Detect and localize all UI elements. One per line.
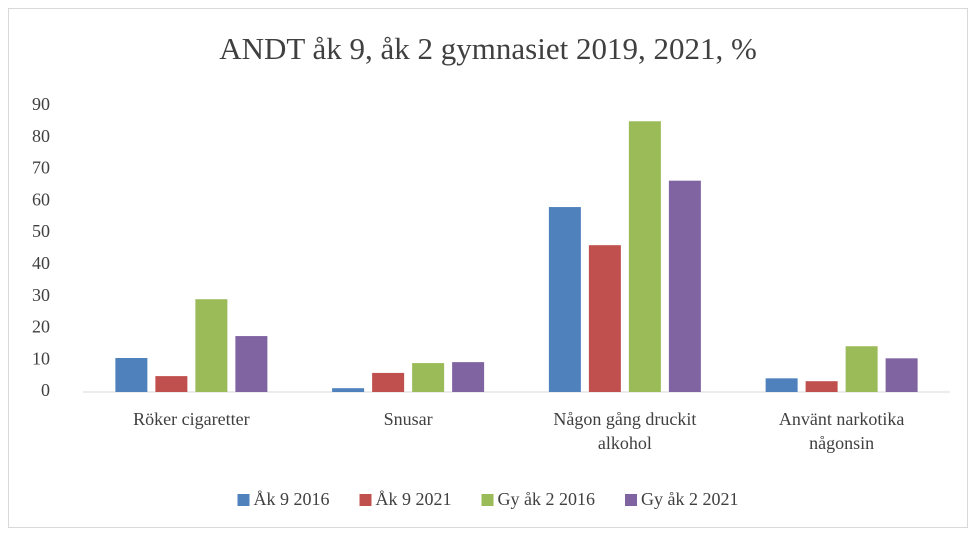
chart-frame bbox=[8, 8, 968, 528]
legend-swatch bbox=[625, 494, 637, 506]
bar bbox=[668, 180, 701, 392]
y-tick-label: 60 bbox=[32, 189, 50, 209]
legend-item: Åk 9 2021 bbox=[359, 489, 452, 509]
legend-label: Gy åk 2 2021 bbox=[641, 489, 739, 509]
bar bbox=[628, 121, 661, 393]
y-tick-label: 30 bbox=[32, 285, 50, 305]
y-tick-label: 10 bbox=[32, 348, 50, 368]
legend-label: Gy åk 2 2016 bbox=[498, 489, 596, 509]
bar bbox=[372, 372, 405, 392]
y-tick-label: 50 bbox=[32, 221, 50, 241]
bar bbox=[845, 346, 878, 392]
legend-label: Åk 9 2021 bbox=[376, 489, 452, 509]
x-tick-label: Snusar bbox=[384, 409, 433, 429]
bar bbox=[885, 358, 918, 392]
legend-item: Åk 9 2016 bbox=[237, 489, 330, 509]
bar bbox=[548, 207, 581, 392]
legend-item: Gy åk 2 2021 bbox=[625, 489, 739, 509]
legend-swatch bbox=[237, 494, 250, 506]
y-tick-label: 70 bbox=[32, 158, 50, 178]
bar bbox=[155, 376, 188, 392]
bar bbox=[805, 381, 838, 392]
bar bbox=[588, 245, 621, 392]
y-tick-label: 20 bbox=[32, 317, 50, 337]
bar bbox=[452, 362, 485, 392]
legend-label: Åk 9 2016 bbox=[254, 489, 330, 509]
x-tick-label: Någon gång druckit alkohol bbox=[553, 409, 696, 453]
y-tick-label: 80 bbox=[32, 126, 50, 146]
x-tick-label: Röker cigaretter bbox=[133, 409, 249, 429]
y-tick-label: 90 bbox=[32, 94, 50, 114]
legend-swatch bbox=[359, 494, 372, 506]
y-tick-label: 0 bbox=[41, 380, 50, 400]
legend-swatch bbox=[481, 494, 494, 506]
bar bbox=[195, 299, 228, 392]
chart-title: ANDT åk 9, åk 2 gymnasiet 2019, 2021, % bbox=[219, 31, 757, 66]
legend-item: Gy åk 2 2016 bbox=[481, 489, 596, 509]
bar bbox=[412, 363, 445, 392]
bar bbox=[235, 336, 268, 392]
bar bbox=[765, 378, 798, 392]
y-tick-label: 40 bbox=[32, 253, 50, 273]
x-tick-label: Använt narkotika någonsin bbox=[779, 409, 904, 453]
bar bbox=[332, 388, 365, 392]
bar bbox=[115, 357, 148, 392]
